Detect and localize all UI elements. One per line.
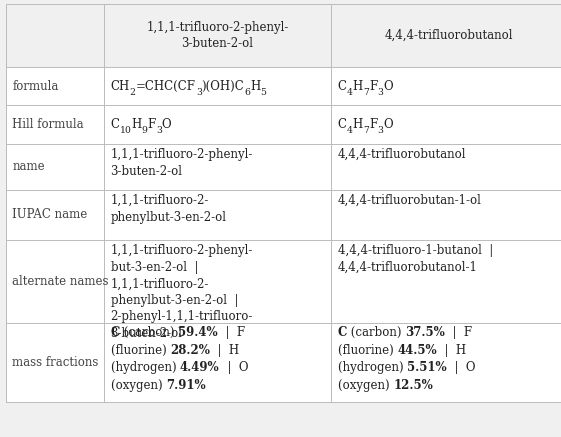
- Text: |  F: | F: [445, 326, 472, 340]
- Text: 1,1,1-trifluoro-2-
phenylbut-3-en-2-ol: 1,1,1-trifluoro-2- phenylbut-3-en-2-ol: [111, 194, 227, 224]
- Text: (carbon): (carbon): [120, 326, 178, 340]
- Text: 5.51%: 5.51%: [407, 361, 447, 375]
- Bar: [6, 240, 561, 323]
- Text: 1,1,1-trifluoro-2-phenyl-
3-buten-2-ol: 1,1,1-trifluoro-2-phenyl- 3-buten-2-ol: [111, 148, 253, 178]
- Text: H: H: [353, 118, 363, 131]
- Text: (carbon): (carbon): [347, 326, 406, 340]
- Text: 3: 3: [377, 126, 383, 135]
- Text: alternate names: alternate names: [12, 275, 109, 288]
- Text: H: H: [131, 118, 141, 131]
- Text: H: H: [353, 80, 363, 93]
- Text: F: F: [369, 80, 377, 93]
- Text: 2: 2: [130, 88, 136, 97]
- Bar: [6, 67, 561, 105]
- Bar: [6, 323, 561, 402]
- Text: 4: 4: [347, 88, 353, 97]
- Text: F: F: [148, 118, 156, 131]
- Text: 28.2%: 28.2%: [170, 344, 210, 357]
- Text: H: H: [250, 80, 260, 93]
- Text: 3: 3: [377, 88, 383, 97]
- Text: C: C: [338, 80, 347, 93]
- Text: C: C: [111, 118, 119, 131]
- Text: 1,1,1-trifluoro-2-phenyl-
but-3-en-2-ol  |
1,1,1-trifluoro-2-
phenylbut-3-en-2-o: 1,1,1-trifluoro-2-phenyl- but-3-en-2-ol …: [111, 244, 253, 340]
- Bar: [6, 144, 561, 190]
- Text: 12.5%: 12.5%: [393, 379, 433, 392]
- Text: IUPAC name: IUPAC name: [12, 208, 88, 221]
- Text: 59.4%: 59.4%: [178, 326, 218, 340]
- Text: mass fractions: mass fractions: [12, 356, 99, 369]
- Text: C: C: [338, 326, 347, 340]
- Text: 37.5%: 37.5%: [406, 326, 445, 340]
- Text: 1,1,1-trifluoro-2-phenyl-
3-buten-2-ol: 1,1,1-trifluoro-2-phenyl- 3-buten-2-ol: [146, 21, 288, 50]
- Text: |  F: | F: [218, 326, 245, 340]
- Text: 4,4,4-trifluorobutanol: 4,4,4-trifluorobutanol: [384, 29, 513, 42]
- Text: (fluorine): (fluorine): [111, 344, 170, 357]
- Text: 44.5%: 44.5%: [397, 344, 437, 357]
- Text: 5: 5: [260, 88, 266, 97]
- Text: (hydrogen): (hydrogen): [111, 361, 180, 375]
- Text: 4.49%: 4.49%: [180, 361, 219, 375]
- Text: 10: 10: [119, 126, 131, 135]
- Text: 3: 3: [156, 126, 162, 135]
- Text: (hydrogen): (hydrogen): [338, 361, 407, 375]
- Text: (oxygen): (oxygen): [111, 379, 166, 392]
- Bar: [6, 4, 561, 67]
- Bar: [6, 105, 561, 144]
- Text: 9: 9: [141, 126, 148, 135]
- Text: |  O: | O: [447, 361, 475, 375]
- Text: O: O: [383, 80, 393, 93]
- Text: 7: 7: [363, 88, 369, 97]
- Text: 4,4,4-trifluorobutan-1-ol: 4,4,4-trifluorobutan-1-ol: [338, 194, 481, 207]
- Text: 7.91%: 7.91%: [166, 379, 205, 392]
- Text: CH: CH: [111, 80, 130, 93]
- Text: 4,4,4-trifluoro-1-butanol  |
4,4,4-trifluorobutanol-1: 4,4,4-trifluoro-1-butanol | 4,4,4-triflu…: [338, 244, 493, 274]
- Text: |  H: | H: [437, 344, 466, 357]
- Text: (fluorine): (fluorine): [338, 344, 397, 357]
- Text: =CHC(CF: =CHC(CF: [136, 80, 196, 93]
- Text: F: F: [369, 118, 377, 131]
- Text: C: C: [111, 326, 120, 340]
- Text: |  H: | H: [210, 344, 239, 357]
- Text: (oxygen): (oxygen): [338, 379, 393, 392]
- Bar: [6, 190, 561, 240]
- Text: formula: formula: [12, 80, 59, 93]
- Text: name: name: [12, 160, 45, 173]
- Text: Hill formula: Hill formula: [12, 118, 84, 131]
- Text: O: O: [383, 118, 393, 131]
- Text: 4: 4: [347, 126, 353, 135]
- Text: 4,4,4-trifluorobutanol: 4,4,4-trifluorobutanol: [338, 148, 466, 161]
- Text: 3: 3: [196, 88, 201, 97]
- Text: O: O: [162, 118, 172, 131]
- Text: |  O: | O: [219, 361, 248, 375]
- Text: 7: 7: [363, 126, 369, 135]
- Text: )(OH)C: )(OH)C: [201, 80, 245, 93]
- Text: C: C: [338, 118, 347, 131]
- Text: 6: 6: [245, 88, 250, 97]
